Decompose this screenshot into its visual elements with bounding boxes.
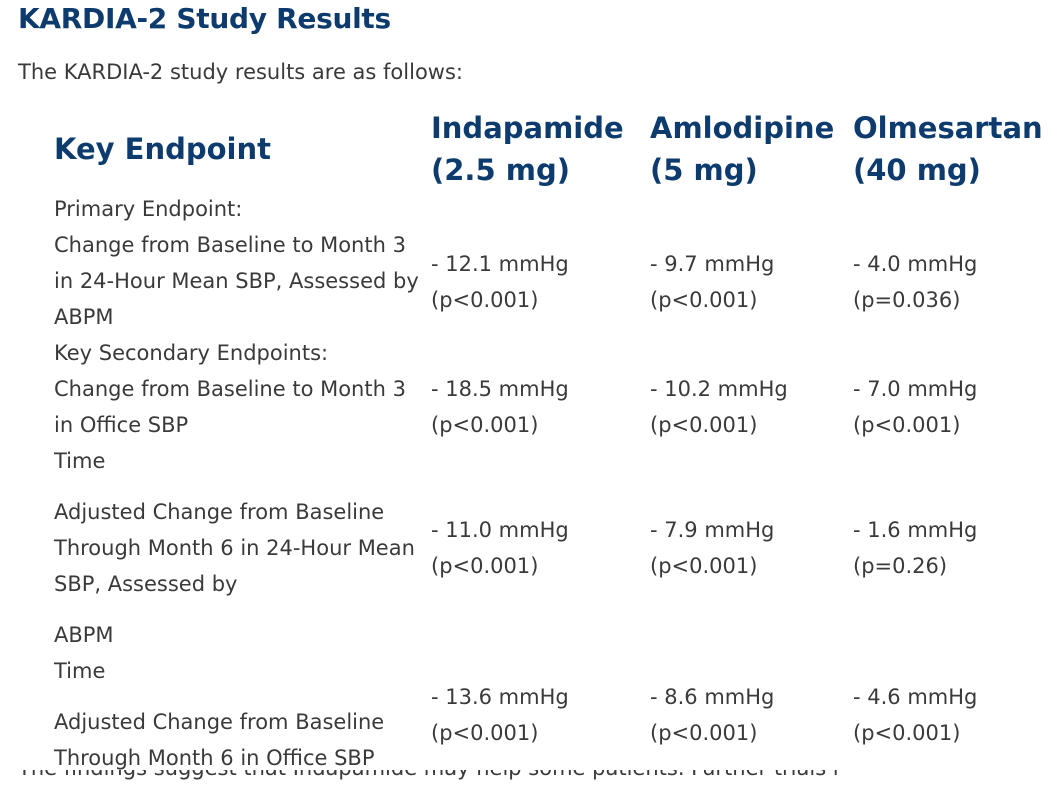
value-p: (p<0.001) — [431, 721, 539, 745]
value-p: (p<0.001) — [431, 288, 539, 312]
header-amlodipine-dose: (5 mg) — [650, 153, 758, 187]
value-change: - 13.6 mmHg — [431, 685, 569, 709]
endpoint-line: ABPM — [54, 623, 114, 647]
value-change: - 9.7 mmHg — [650, 252, 775, 276]
value-p: (p<0.001) — [650, 288, 758, 312]
value-change: - 10.2 mmHg — [650, 377, 788, 401]
header-key-endpoint: Key Endpoint — [54, 132, 271, 166]
endpoint-line: in Office SBP — [54, 413, 189, 437]
footer-cutoff-text: The findings suggest that Indapamide may… — [18, 770, 838, 786]
value-change: - 7.9 mmHg — [650, 518, 775, 542]
value-p: (p=0.26) — [853, 554, 948, 578]
header-indapamide-name: Indapamide — [431, 111, 624, 145]
row-4-indapamide: - 13.6 mmHg (p<0.001) — [431, 679, 569, 751]
value-change: - 4.6 mmHg — [853, 685, 978, 709]
value-change: - 11.0 mmHg — [431, 518, 569, 542]
row-3-olmesartan: - 1.6 mmHg (p=0.26) — [853, 512, 977, 584]
value-change: - 12.1 mmHg — [431, 252, 569, 276]
value-p: (p<0.001) — [650, 554, 758, 578]
value-change: - 18.5 mmHg — [431, 377, 569, 401]
header-olmesartan-name: Olmesartan — [853, 111, 1043, 145]
intro-text: The KARDIA-2 study results are as follow… — [18, 60, 463, 84]
endpoint-line: in 24-Hour Mean SBP, Assessed by — [54, 269, 419, 293]
endpoint-line: Time — [54, 449, 106, 473]
row-4-olmesartan: - 4.6 mmHg (p<0.001) — [853, 679, 977, 751]
value-change: - 4.0 mmHg — [853, 252, 978, 276]
primary-endpoint-label: Primary Endpoint: — [54, 197, 243, 221]
row-2-endpoint: Change from Baseline to Month 3 in Offic… — [54, 371, 406, 479]
row-3-amlodipine: - 7.9 mmHg (p<0.001) — [650, 512, 774, 584]
endpoint-line: Adjusted Change from Baseline — [54, 710, 385, 734]
value-p: (p<0.001) — [431, 554, 539, 578]
value-change: - 1.6 mmHg — [853, 518, 978, 542]
value-p: (p<0.001) — [650, 721, 758, 745]
row-1-indapamide: - 12.1 mmHg (p<0.001) — [431, 246, 569, 318]
header-amlodipine: Amlodipine (5 mg) — [650, 107, 834, 191]
row-1-amlodipine: - 9.7 mmHg (p<0.001) — [650, 246, 774, 318]
endpoint-line: Change from Baseline to Month 3 — [54, 377, 406, 401]
header-olmesartan: Olmesartan (40 mg) — [853, 107, 1043, 191]
endpoint-line: Change from Baseline to Month 3 — [54, 233, 406, 257]
endpoint-line: Through Month 6 in 24-Hour Mean — [54, 536, 415, 560]
row-4-amlodipine: - 8.6 mmHg (p<0.001) — [650, 679, 774, 751]
header-olmesartan-dose: (40 mg) — [853, 153, 981, 187]
value-p: (p<0.001) — [853, 413, 961, 437]
endpoint-line: Through Month 6 in Office SBP — [54, 746, 375, 770]
row-3-endpoint-cont: ABPM Time — [54, 617, 114, 689]
row-1-endpoint: Change from Baseline to Month 3 in 24-Ho… — [54, 227, 419, 335]
endpoint-line: Adjusted Change from Baseline — [54, 500, 385, 524]
row-2-indapamide: - 18.5 mmHg (p<0.001) — [431, 371, 569, 443]
value-change: - 7.0 mmHg — [853, 377, 978, 401]
row-3-endpoint: Adjusted Change from Baseline Through Mo… — [54, 494, 415, 602]
header-indapamide: Indapamide (2.5 mg) — [431, 107, 624, 191]
row-1-olmesartan: - 4.0 mmHg (p=0.036) — [853, 246, 977, 318]
secondary-endpoint-label: Key Secondary Endpoints: — [54, 341, 329, 365]
endpoint-line: SBP, Assessed by — [54, 572, 238, 596]
row-4-endpoint: Adjusted Change from Baseline Through Mo… — [54, 704, 384, 776]
value-p: (p<0.001) — [431, 413, 539, 437]
footer-cutoff-line: The findings suggest that Indapamide may… — [18, 770, 838, 786]
endpoint-line: ABPM — [54, 305, 114, 329]
endpoint-line: Time — [54, 659, 106, 683]
header-amlodipine-name: Amlodipine — [650, 111, 835, 145]
page-title: KARDIA-2 Study Results — [18, 2, 391, 35]
value-p: (p=0.036) — [853, 288, 961, 312]
row-2-olmesartan: - 7.0 mmHg (p<0.001) — [853, 371, 977, 443]
row-3-indapamide: - 11.0 mmHg (p<0.001) — [431, 512, 569, 584]
row-2-amlodipine: - 10.2 mmHg (p<0.001) — [650, 371, 788, 443]
value-p: (p<0.001) — [650, 413, 758, 437]
header-indapamide-dose: (2.5 mg) — [431, 153, 570, 187]
value-p: (p<0.001) — [853, 721, 961, 745]
value-change: - 8.6 mmHg — [650, 685, 775, 709]
